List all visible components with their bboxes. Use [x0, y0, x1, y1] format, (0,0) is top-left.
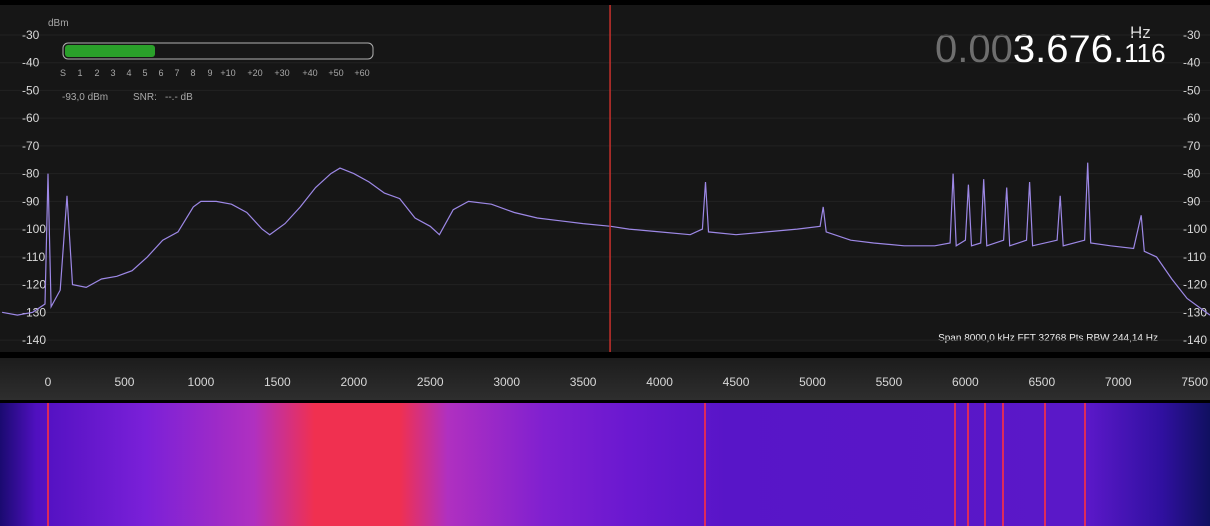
y-tick-label: -120 [22, 278, 46, 292]
frequency-dim: 0.00 [935, 27, 1013, 71]
x-tick-label: 4000 [646, 375, 673, 389]
x-tick-label: 0 [45, 375, 52, 389]
x-tick-label: 3000 [493, 375, 520, 389]
y-tick-label-right: -40 [1183, 56, 1201, 70]
s-meter-scale: +60 [354, 68, 369, 78]
s-meter-scale: S [60, 68, 66, 78]
s-meter-scale: +10 [220, 68, 235, 78]
y-tick-label: -80 [22, 167, 40, 181]
x-tick-label: 6000 [952, 375, 979, 389]
y-tick-label: -50 [22, 83, 40, 97]
page: {"chart_data": {"type": "line", "y_label… [0, 0, 1210, 526]
waterfall [0, 403, 1210, 526]
sdr-window: dBm -93,0 dBm SNR: --.- dB 0.003.676.116… [0, 0, 1210, 526]
s-meter-scale: 2 [94, 68, 99, 78]
y-tick-label-right: -70 [1183, 139, 1201, 153]
x-tick-label: 1000 [188, 375, 215, 389]
x-tick-label: 7500 [1181, 375, 1208, 389]
s-meter-scale: 6 [158, 68, 163, 78]
y-tick-label: -140 [22, 333, 46, 347]
y-tick-label: -40 [22, 56, 40, 70]
signal-level: -93,0 dBm [62, 92, 108, 103]
s-meter-scale: 9 [207, 68, 212, 78]
y-tick-label-right: -140 [1183, 333, 1207, 347]
y-tick-label: -100 [22, 222, 46, 236]
s-meter-scale: 4 [126, 68, 131, 78]
x-tick-label: 5500 [876, 375, 903, 389]
x-tick-label: 2500 [417, 375, 444, 389]
x-tick-label: 4500 [723, 375, 750, 389]
s-meter-scale: +40 [302, 68, 317, 78]
y-tick-label: -70 [22, 139, 40, 153]
s-meter-scale: 5 [142, 68, 147, 78]
x-tick-label: 7000 [1105, 375, 1132, 389]
y-tick-label: -110 [22, 250, 45, 264]
y-tick-label: -90 [22, 194, 40, 208]
y-tick-label-right: -80 [1183, 167, 1201, 181]
s-meter-scale: +20 [247, 68, 262, 78]
s-meter-scale: +30 [274, 68, 289, 78]
s-meter-scale: 1 [77, 68, 82, 78]
y-tick-label-right: -130 [1183, 305, 1207, 319]
x-tick-label: 5000 [799, 375, 826, 389]
y-tick-label: -130 [22, 305, 46, 319]
x-tick-label: 3500 [570, 375, 597, 389]
y-tick-label-right: -90 [1183, 194, 1201, 208]
y-tick-label: -60 [22, 111, 40, 125]
y-tick-label-right: -30 [1183, 28, 1201, 42]
snr-label: SNR: [133, 92, 157, 103]
x-tick-label: 6500 [1028, 375, 1055, 389]
x-tick-label: 2000 [340, 375, 367, 389]
frequency-main: 3.676. [1013, 27, 1124, 71]
y-tick-label: -30 [22, 28, 40, 42]
x-tick-label: 500 [114, 375, 134, 389]
s-meter-scale: 7 [174, 68, 179, 78]
y-tick-label-right: -60 [1183, 111, 1201, 125]
y-tick-label-right: -100 [1183, 222, 1207, 236]
unit-label: dBm [48, 18, 69, 29]
s-meter-fill [65, 45, 155, 57]
y-tick-label-right: -50 [1183, 83, 1201, 97]
x-tick-label: 1500 [264, 375, 291, 389]
s-meter-scale: 3 [110, 68, 115, 78]
s-meter-scale: 8 [190, 68, 195, 78]
s-meter-scale: +50 [328, 68, 343, 78]
y-tick-label-right: -120 [1183, 278, 1207, 292]
snr-value: --.- dB [165, 92, 193, 103]
frequency-unit: Hz [1130, 23, 1151, 42]
frequency-small: 116 [1124, 38, 1165, 68]
status-text: Span 8000,0 kHz FFT 32768 Pts RBW 244,14… [938, 333, 1158, 344]
y-tick-label-right: -110 [1183, 250, 1206, 264]
